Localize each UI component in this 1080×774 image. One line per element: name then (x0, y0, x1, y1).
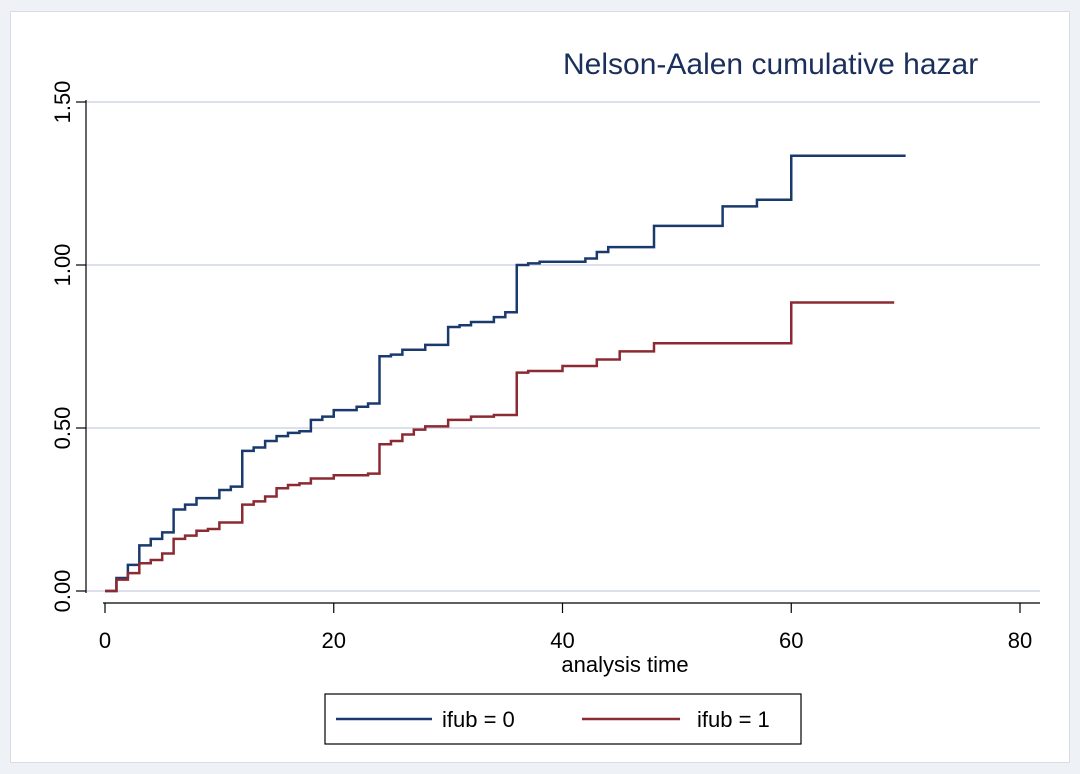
axes (85, 100, 1040, 604)
x-axis-title: analysis time (561, 652, 688, 677)
x-tick-label-3: 60 (779, 628, 803, 653)
y-tick-label-1: 0.50 (50, 407, 75, 450)
gridlines (86, 101, 1040, 592)
x-tick-label-2: 40 (550, 628, 574, 653)
legend-label-ifub-0: ifub = 0 (442, 707, 515, 732)
x-tick-label-1: 20 (322, 628, 346, 653)
series-lines (105, 154, 906, 593)
y-ticks: 0.00 0.50 1.00 1.50 (50, 81, 86, 613)
series-line-0 (105, 154, 906, 593)
legend: ifub = 0 ifub = 1 (324, 693, 802, 745)
chart-title: Nelson-Aalen cumulative hazar (563, 48, 978, 81)
x-ticks: 0 20 40 60 80 (99, 603, 1032, 653)
series-line-1 (105, 301, 895, 593)
x-tick-label-0: 0 (99, 628, 111, 653)
y-tick-label-2: 1.00 (50, 244, 75, 287)
y-tick-label-3: 1.50 (50, 81, 75, 124)
y-tick-label-0: 0.00 (50, 570, 75, 613)
x-tick-label-4: 80 (1008, 628, 1032, 653)
chart-frame (10, 11, 1070, 763)
legend-label-ifub-1: ifub = 1 (697, 707, 770, 732)
